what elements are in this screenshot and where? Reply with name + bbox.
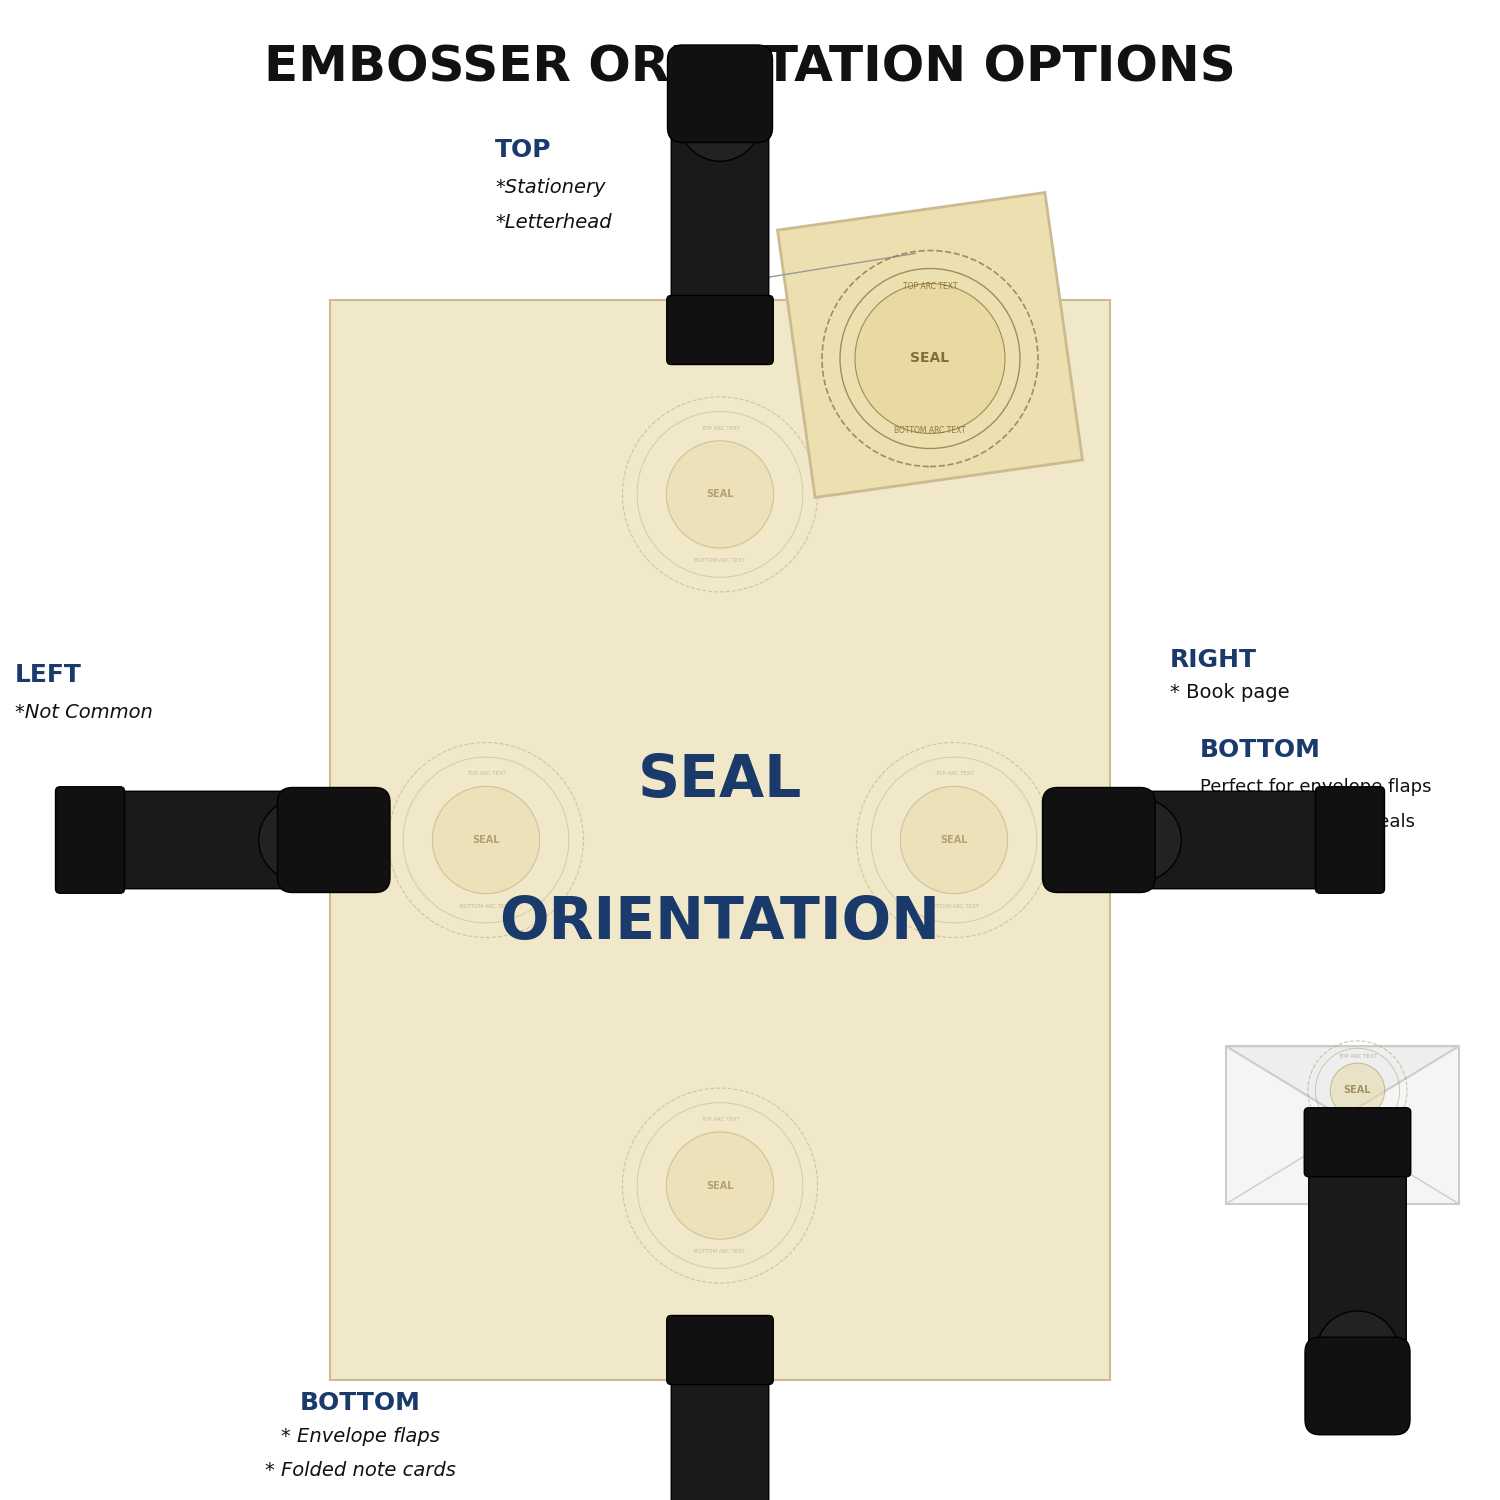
Text: BOTTOM ARC TEXT: BOTTOM ARC TEXT	[460, 904, 512, 909]
Circle shape	[1330, 1064, 1384, 1118]
FancyBboxPatch shape	[1308, 1164, 1407, 1359]
Text: SEAL: SEAL	[638, 752, 802, 808]
Text: *Not Common: *Not Common	[15, 704, 153, 722]
Circle shape	[678, 78, 760, 162]
Text: *Letterhead: *Letterhead	[495, 213, 612, 231]
Text: BOTTOM ARC TEXT: BOTTOM ARC TEXT	[894, 426, 966, 435]
Text: BOTTOM: BOTTOM	[1200, 738, 1322, 762]
FancyBboxPatch shape	[1227, 1047, 1458, 1203]
Text: BOTTOM ARC TEXT: BOTTOM ARC TEXT	[694, 558, 746, 562]
Text: SEAL: SEAL	[706, 1180, 734, 1191]
Text: *Stationery: *Stationery	[495, 178, 606, 196]
FancyBboxPatch shape	[668, 45, 772, 142]
Text: * Folded note cards: * Folded note cards	[264, 1461, 456, 1479]
FancyBboxPatch shape	[330, 300, 1110, 1380]
Text: SEAL: SEAL	[910, 351, 950, 366]
Text: TOP ARC TEXT: TOP ARC TEXT	[466, 771, 506, 776]
Circle shape	[258, 798, 340, 882]
Text: TOP ARC TEXT: TOP ARC TEXT	[934, 771, 974, 776]
Circle shape	[1098, 798, 1182, 882]
FancyBboxPatch shape	[1042, 788, 1155, 892]
Text: TOP ARC TEXT: TOP ARC TEXT	[1338, 1054, 1377, 1059]
Text: SEAL: SEAL	[940, 836, 968, 844]
Text: Perfect for envelope flaps: Perfect for envelope flaps	[1200, 778, 1431, 796]
Text: BOTTOM: BOTTOM	[300, 1390, 420, 1414]
Text: ORIENTATION: ORIENTATION	[500, 894, 940, 951]
Text: SEAL: SEAL	[1344, 1086, 1371, 1095]
Text: BOTTOM ARC TEXT: BOTTOM ARC TEXT	[1332, 1122, 1383, 1126]
Text: TOP: TOP	[495, 138, 552, 162]
Text: * Envelope flaps: * Envelope flaps	[280, 1428, 440, 1446]
FancyBboxPatch shape	[1304, 1107, 1412, 1176]
FancyBboxPatch shape	[670, 1372, 768, 1500]
Polygon shape	[1227, 1047, 1458, 1118]
FancyBboxPatch shape	[1132, 792, 1328, 888]
Circle shape	[666, 441, 774, 548]
Circle shape	[666, 1132, 774, 1239]
Text: BOTTOM ARC TEXT: BOTTOM ARC TEXT	[928, 904, 980, 909]
Text: TOP ARC TEXT: TOP ARC TEXT	[700, 426, 740, 430]
Text: RIGHT: RIGHT	[1170, 648, 1257, 672]
Text: BOTTOM ARC TEXT: BOTTOM ARC TEXT	[694, 1250, 746, 1254]
FancyBboxPatch shape	[278, 788, 390, 892]
Text: or bottom of page seals: or bottom of page seals	[1200, 813, 1414, 831]
Text: LEFT: LEFT	[15, 663, 82, 687]
Text: SEAL: SEAL	[706, 489, 734, 500]
FancyBboxPatch shape	[670, 112, 768, 308]
Text: * Book page: * Book page	[1170, 684, 1290, 702]
Text: TOP ARC TEXT: TOP ARC TEXT	[700, 1118, 740, 1122]
Circle shape	[900, 786, 1008, 894]
Text: TOP ARC TEXT: TOP ARC TEXT	[903, 282, 957, 291]
FancyBboxPatch shape	[777, 192, 1083, 498]
FancyBboxPatch shape	[666, 296, 774, 364]
Circle shape	[855, 284, 1005, 434]
FancyBboxPatch shape	[112, 792, 308, 888]
Circle shape	[1317, 1311, 1398, 1394]
FancyBboxPatch shape	[1305, 1338, 1410, 1434]
FancyBboxPatch shape	[56, 786, 125, 894]
Text: SEAL: SEAL	[472, 836, 500, 844]
Text: EMBOSSER ORIENTATION OPTIONS: EMBOSSER ORIENTATION OPTIONS	[264, 44, 1236, 92]
FancyBboxPatch shape	[1316, 786, 1384, 894]
Circle shape	[432, 786, 540, 894]
FancyBboxPatch shape	[666, 1316, 774, 1384]
